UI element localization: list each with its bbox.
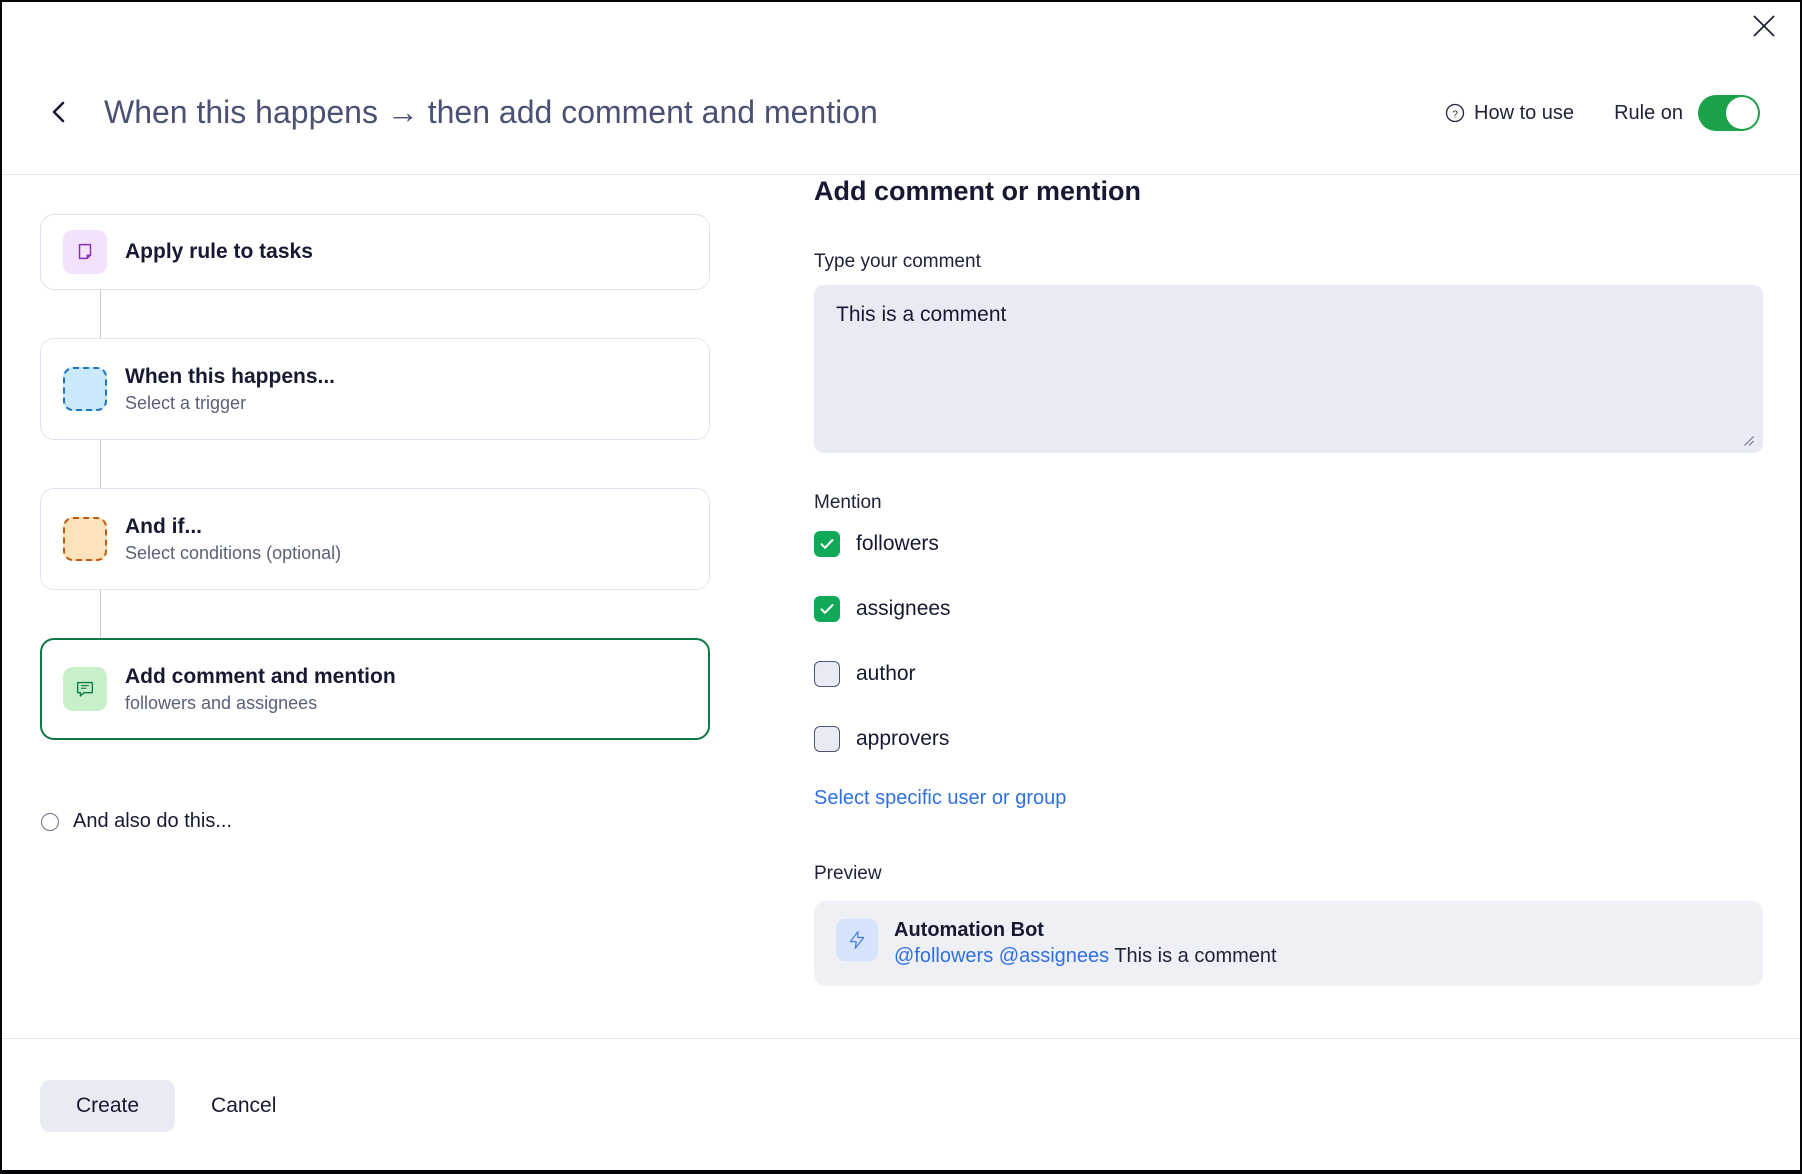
svg-text:?: ?	[1452, 109, 1458, 121]
